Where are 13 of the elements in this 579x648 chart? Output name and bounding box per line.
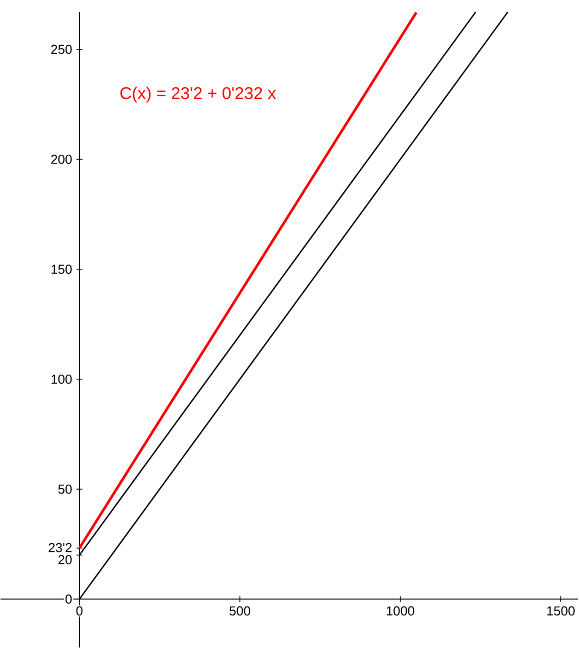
y-tick-label: 100: [52, 374, 72, 384]
x-tick-label: 500: [230, 606, 250, 616]
y-tick-label: 250: [51, 44, 72, 54]
y-tick-label: 150: [52, 264, 72, 274]
y-tick-label: 50: [58, 484, 72, 494]
text: C(x) = 23'2 + 0'232 x: [120, 86, 276, 103]
y-tick-label: 0: [66, 594, 72, 604]
y-tick-label: 200: [51, 154, 72, 164]
y-tick-label: 20: [58, 555, 72, 564]
x-tick-label: 0: [76, 606, 83, 616]
y-tick-label: 23'2: [48, 543, 72, 552]
x-tick-label: 1500: [547, 606, 575, 616]
x-tick-label: 1000: [387, 606, 414, 616]
